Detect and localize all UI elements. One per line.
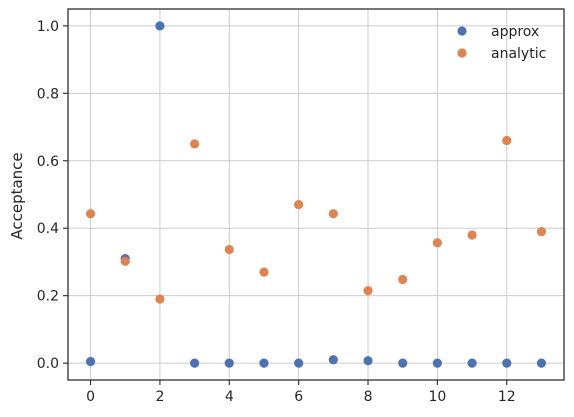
point-analytic [467,230,477,240]
x-tick-label: 8 [364,389,373,405]
point-approx [224,358,234,368]
y-tick-label: 0.8 [37,86,59,102]
point-analytic [155,294,165,304]
y-axis: 0.0 0.2 0.4 0.6 0.8 1.0 [37,19,68,372]
point-approx [328,355,338,365]
x-tick-label: 0 [86,389,95,405]
x-tick-label: 10 [428,389,446,405]
legend-label-analytic: analytic [491,46,546,62]
point-analytic [536,227,547,237]
point-approx [155,21,165,31]
legend-marker-approx [457,26,467,36]
point-analytic [294,200,304,210]
point-analytic [190,139,200,149]
x-axis: 0 2 4 6 8 10 12 [86,380,516,405]
point-analytic [259,267,269,277]
y-tick-label: 0.4 [37,221,59,237]
point-analytic [432,238,442,248]
point-analytic [224,244,234,255]
x-tick-label: 2 [155,389,164,405]
x-tick-label: 4 [225,389,234,405]
y-axis-label: Acceptance [8,152,26,239]
point-analytic [363,286,373,296]
point-approx [502,358,512,368]
y-tick-label: 0.0 [37,356,59,372]
point-analytic [120,256,130,266]
y-tick-label: 1.0 [37,19,59,35]
legend: approx analytic [457,24,546,62]
point-analytic [502,135,512,146]
x-tick-label: 6 [294,389,303,405]
x-tick-label: 12 [498,389,516,405]
y-tick-label: 0.6 [37,154,59,170]
point-approx [294,358,304,368]
point-analytic [85,209,96,219]
point-approx [398,358,408,368]
point-approx [536,358,547,368]
point-analytic [328,209,338,219]
point-analytic [398,274,408,285]
gridlines [68,9,564,380]
plot-frame [67,8,565,381]
data-points [85,21,547,368]
point-approx [85,356,96,367]
legend-marker-analytic [457,48,467,58]
point-approx [467,358,477,368]
point-approx [432,358,442,368]
point-approx [259,358,269,368]
point-approx [190,358,200,368]
point-approx [363,356,373,366]
y-tick-label: 0.2 [37,289,59,305]
legend-label-approx: approx [491,24,539,40]
